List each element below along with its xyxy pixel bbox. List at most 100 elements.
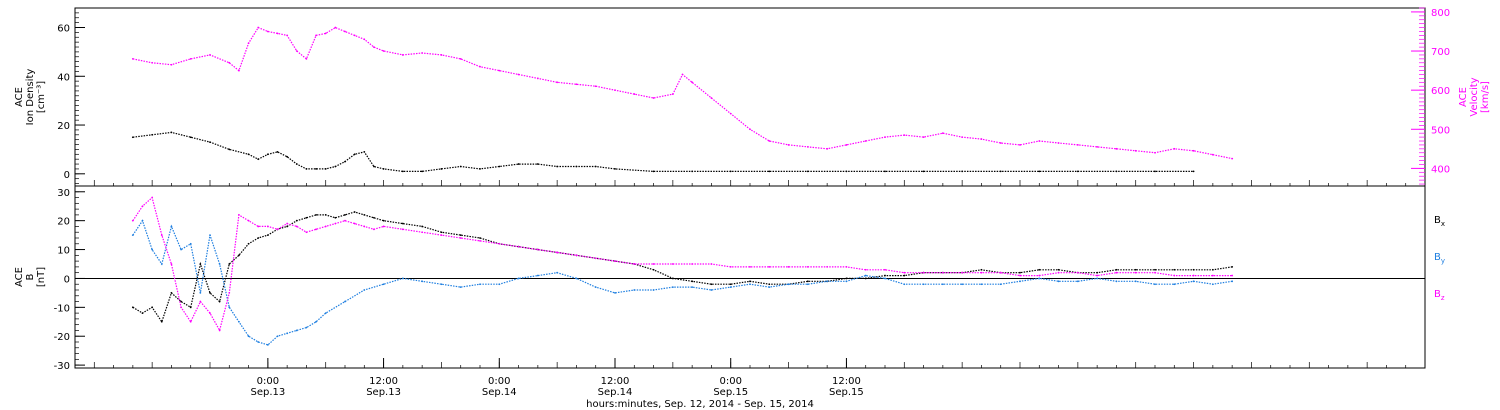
data-point: [209, 291, 211, 294]
data-point: [209, 141, 211, 144]
data-point: [1231, 280, 1234, 283]
data-point: [459, 237, 462, 239]
data-point: [1211, 283, 1214, 286]
y-right-tick-label: 600: [1431, 86, 1450, 97]
data-point: [363, 150, 366, 153]
data-point: [768, 286, 771, 289]
data-point: [884, 136, 886, 138]
data-point: [922, 136, 925, 138]
data-point: [286, 34, 289, 37]
series-line: [132, 131, 1194, 172]
data-point: [922, 283, 925, 286]
data-point: [806, 170, 809, 173]
data-point: [276, 150, 279, 153]
legend-entry: Bz: [1434, 289, 1445, 302]
x-tick-time: 0:00: [719, 376, 741, 387]
data-point: [295, 50, 298, 52]
data-point: [209, 54, 211, 56]
data-point: [884, 170, 886, 173]
data-point: [922, 170, 925, 173]
data-point: [1096, 277, 1099, 280]
data-point: [1057, 280, 1060, 283]
data-point: [710, 97, 713, 99]
data-point: [575, 83, 578, 86]
data-point: [401, 54, 404, 56]
data-point: [440, 168, 443, 170]
data-point: [353, 222, 356, 225]
data-point: [729, 112, 732, 115]
data-point: [652, 97, 655, 99]
data-point: [401, 277, 404, 280]
data-point: [884, 268, 886, 271]
data-point: [266, 234, 269, 237]
data-point: [257, 225, 260, 228]
y-tick-label: 30: [57, 188, 70, 199]
data-point: [170, 63, 173, 66]
data-point: [286, 222, 289, 225]
data-point: [536, 248, 539, 251]
data-point: [286, 332, 289, 335]
data-point: [845, 170, 848, 173]
data-point: [276, 32, 279, 35]
data-point: [459, 234, 462, 237]
y-axis-label: [cm⁻³]: [36, 81, 47, 113]
data-point: [344, 300, 346, 303]
data-point: [1057, 268, 1060, 271]
x-tick-date: Sep.15: [829, 387, 864, 398]
legend-sub: y: [1441, 257, 1445, 265]
data-point: [1134, 149, 1137, 152]
data-point: [1076, 170, 1079, 173]
data-point: [218, 263, 221, 265]
data-point: [941, 283, 944, 286]
data-point: [247, 153, 250, 156]
data-point: [845, 144, 848, 146]
data-point: [768, 283, 771, 286]
data-point: [247, 335, 250, 338]
data-point: [1096, 274, 1099, 277]
data-point: [806, 280, 809, 283]
data-point: [498, 242, 501, 245]
data-point: [575, 165, 578, 168]
data-point: [238, 213, 240, 216]
data-point: [151, 133, 154, 136]
data-point: [334, 216, 337, 219]
y-tick-label: 10: [57, 246, 70, 257]
data-point: [1076, 144, 1079, 146]
data-point: [373, 228, 375, 231]
data-point: [382, 168, 385, 170]
data-point: [315, 34, 317, 37]
data-point: [295, 163, 298, 165]
data-point: [421, 225, 424, 228]
data-point: [334, 222, 337, 225]
data-point: [671, 93, 674, 95]
data-point: [1173, 274, 1176, 277]
data-point: [594, 85, 597, 88]
data-point: [247, 219, 250, 222]
data-point: [315, 213, 317, 216]
series-line: [132, 26, 1233, 160]
data-point: [266, 153, 269, 156]
data-point: [691, 81, 694, 84]
data-point: [440, 234, 443, 237]
data-point: [594, 165, 597, 168]
data-point: [353, 211, 356, 213]
series-left: [131, 131, 1195, 173]
data-point: [729, 265, 732, 268]
data-point: [180, 306, 182, 309]
data-point: [170, 263, 173, 265]
data-point: [276, 335, 279, 338]
data-point: [170, 225, 173, 228]
data-point: [1057, 271, 1060, 274]
data-point: [1115, 280, 1118, 283]
data-point: [382, 50, 385, 52]
data-point: [363, 225, 366, 228]
data-point: [257, 26, 260, 29]
data-point: [884, 274, 886, 277]
data-point: [141, 219, 144, 222]
plot-frame: [74, 185, 1426, 369]
data-point: [845, 277, 848, 280]
plot-frame: [74, 7, 1426, 187]
x-tick-time: 12:00: [601, 376, 630, 387]
data-point: [199, 300, 202, 303]
data-point: [826, 280, 829, 283]
